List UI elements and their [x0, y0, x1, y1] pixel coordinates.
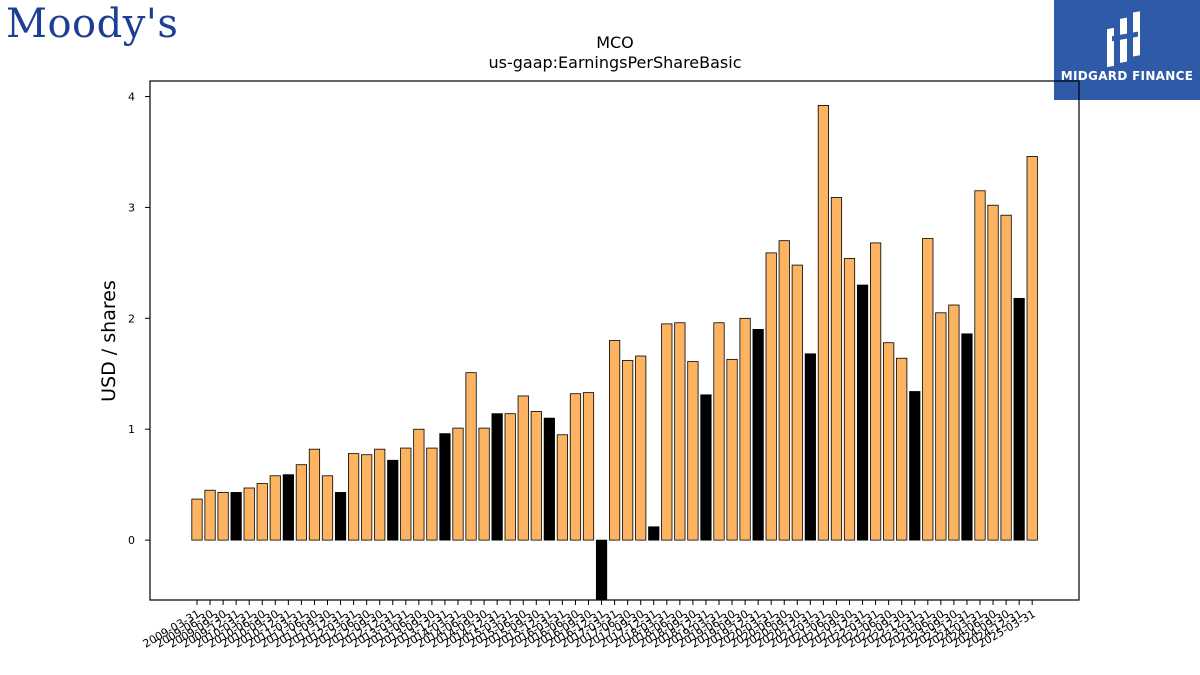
y-axis-title: USD / shares [98, 280, 120, 402]
bar-2019-09-30 [739, 317, 751, 541]
bar-2016-12-31 [595, 539, 608, 601]
bar-2024-12-31 [1013, 297, 1025, 541]
bar-2009-12-31 [230, 492, 242, 541]
bar-2011-03-31 [295, 464, 308, 541]
bar-2018-03-31 [661, 323, 673, 541]
bar-2014-06-30 [465, 372, 477, 541]
bar-2015-12-31 [543, 417, 555, 541]
bar-2024-03-31 [974, 190, 986, 541]
bar-2022-12-31 [909, 391, 921, 541]
bar-2015-06-30 [517, 395, 529, 541]
bar-2010-06-30 [256, 483, 268, 541]
bar-2023-12-31 [961, 333, 973, 541]
y-tick-label: 2 [128, 312, 135, 325]
midgard-mark-icon [1107, 11, 1140, 68]
bar-2012-06-30 [361, 454, 373, 541]
bar-2021-12-31 [856, 284, 869, 541]
bar-2011-09-30 [321, 475, 334, 541]
bar-2012-12-31 [387, 459, 399, 541]
bar-2020-03-31 [765, 252, 777, 541]
bar-2013-12-31 [439, 433, 451, 541]
moodys-logo: Moody's [6, 1, 179, 47]
y-tick-label: 0 [128, 534, 135, 547]
bar-2018-09-30 [687, 361, 699, 541]
y-axis: 0 1 2 3 4 [128, 91, 150, 547]
bar-2014-03-31 [452, 427, 464, 541]
bar-2011-06-30 [308, 448, 321, 541]
bar-2023-06-30 [935, 312, 947, 541]
bar-2014-09-30 [478, 427, 490, 541]
bar-2010-09-30 [269, 475, 281, 541]
y-tick-label: 4 [128, 91, 135, 104]
bar-2017-06-30 [622, 360, 634, 541]
bar-2012-03-31 [347, 453, 360, 541]
bar-2023-09-30 [948, 304, 960, 541]
bar-2013-06-30 [413, 428, 425, 541]
bar-2024-06-30 [987, 204, 999, 541]
bar-2017-12-31 [648, 526, 660, 541]
bar-2015-03-31 [504, 413, 516, 541]
bar-2018-12-31 [700, 394, 712, 541]
chart-subtitle: us-gaap:EarningsPerShareBasic [488, 53, 741, 72]
bar-2021-09-30 [843, 258, 856, 541]
bar-2020-09-30 [791, 264, 803, 541]
bar-2020-12-31 [804, 353, 816, 541]
y-tick-label: 1 [128, 423, 135, 436]
bar-2009-09-30 [217, 492, 229, 541]
bar-2019-03-31 [713, 322, 725, 541]
bar-2014-12-31 [491, 413, 503, 541]
bar-2017-03-31 [609, 340, 621, 541]
bar-2013-03-31 [400, 447, 412, 541]
bar-2025-03-31 [1026, 156, 1038, 541]
bar-2012-09-30 [374, 448, 386, 541]
chart-title: MCO [596, 33, 634, 52]
bar-2016-09-30 [582, 392, 595, 541]
bar-2024-09-30 [1000, 214, 1012, 541]
bar-2009-03-31 [191, 498, 203, 541]
bar-2011-12-31 [334, 492, 347, 541]
bar-2023-03-31 [922, 238, 934, 541]
bar-2016-06-30 [569, 393, 582, 541]
bar-2015-09-30 [530, 411, 542, 541]
bar-2022-03-31 [870, 242, 882, 541]
x-axis: 2009-03-312009-06-302009-09-302009-12-31… [141, 600, 1038, 651]
bar-2009-06-30 [204, 489, 216, 541]
bar-2022-09-30 [896, 357, 908, 541]
plot-frame [149, 80, 1080, 601]
midgard-brand-name: MIDGARD FINANCE [1060, 69, 1194, 83]
bar-2019-06-30 [726, 358, 738, 541]
bar-2010-12-31 [282, 474, 294, 541]
bar-2020-06-30 [778, 240, 790, 541]
bar-2010-03-31 [243, 487, 255, 541]
y-tick-label: 3 [128, 201, 135, 214]
bar-2013-09-30 [426, 447, 438, 541]
bar-2021-06-30 [830, 197, 843, 541]
bars-group [191, 105, 1038, 601]
bar-2021-03-31 [817, 105, 830, 541]
bar-2017-09-30 [635, 355, 647, 541]
bar-2018-06-30 [674, 322, 686, 541]
bar-2019-12-31 [752, 329, 764, 541]
bar-2016-03-31 [556, 434, 569, 541]
midgard-finance-logo: MIDGARD FINANCE [1054, 0, 1200, 100]
bar-2022-06-30 [883, 342, 895, 541]
